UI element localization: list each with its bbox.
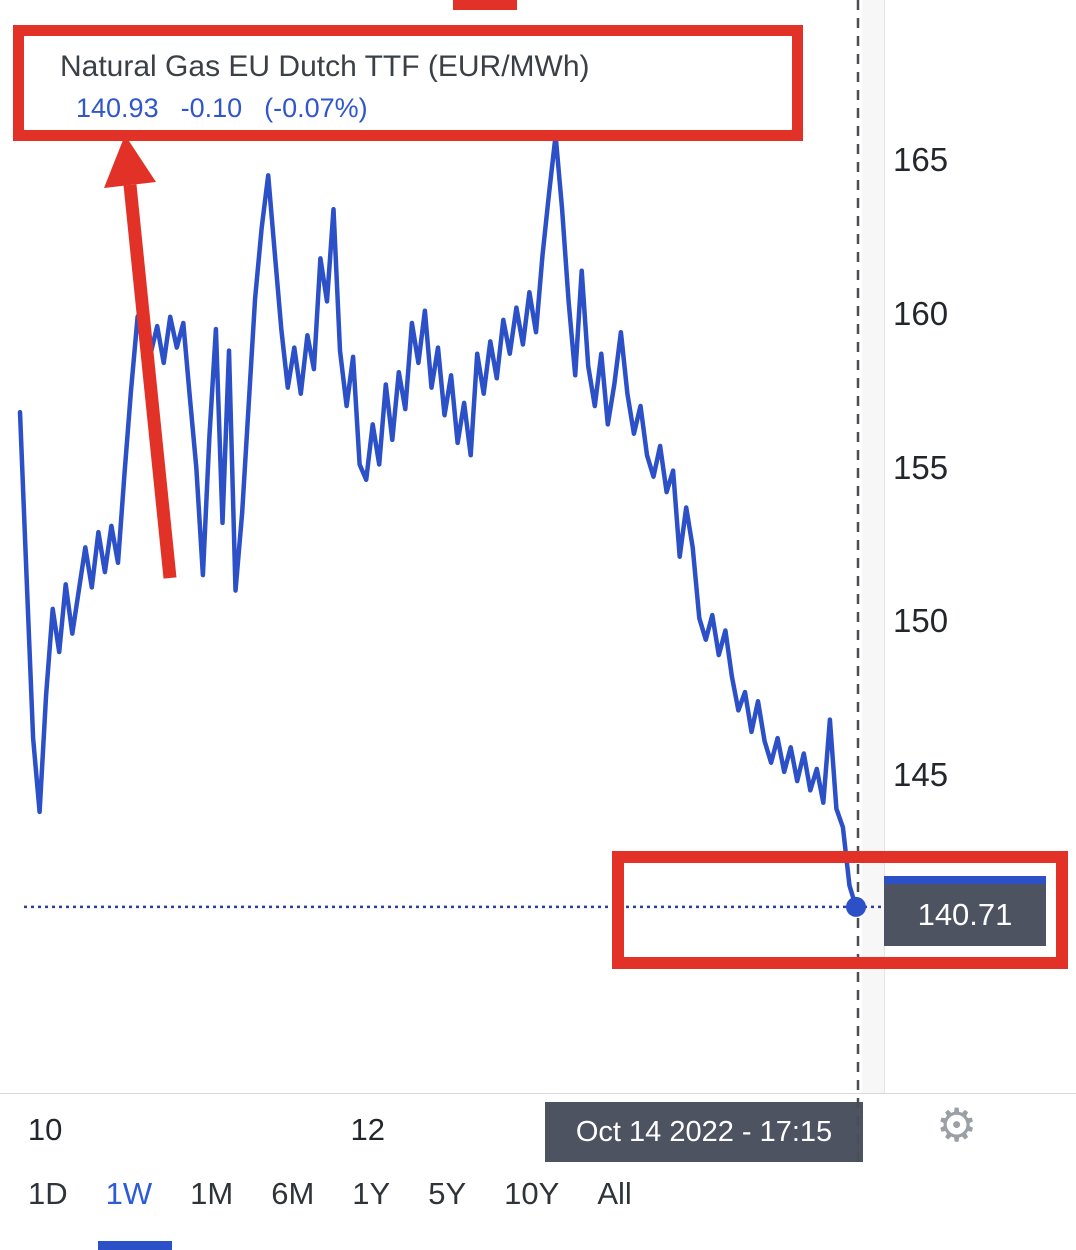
annotation-fragment-top xyxy=(453,0,517,10)
range-button-1m[interactable]: 1M xyxy=(190,1176,234,1211)
y-axis-label-165: 165 xyxy=(893,141,949,178)
last-price: 140.93 xyxy=(76,93,159,123)
price-change-pct: (-0.07%) xyxy=(264,93,368,123)
crosshair-time-label: Oct 14 2022 - 17:15 xyxy=(575,1115,833,1148)
y-axis-label-150: 150 xyxy=(893,602,949,640)
price-change: -0.10 xyxy=(180,93,243,123)
x-axis-separator xyxy=(0,1093,1076,1094)
current-price-tag: 140.71 xyxy=(884,876,1046,946)
annotation-box-price xyxy=(612,851,1068,969)
range-button-10y[interactable]: 10Y xyxy=(504,1176,560,1211)
range-button-5y[interactable]: 5Y xyxy=(428,1176,467,1211)
annotation-box-title: Natural Gas EU Dutch TTF (EUR/MWh) 140.9… xyxy=(13,25,803,141)
gear-icon[interactable]: ⚙ xyxy=(936,1099,978,1151)
range-selector: 1D 1W 1M 6M 1Y 5Y 10Y All xyxy=(28,1176,632,1212)
price-tag-accent-bar xyxy=(884,876,1046,884)
price-line xyxy=(17,133,859,910)
range-button-1d[interactable]: 1D xyxy=(28,1176,68,1211)
crosshair-time-tooltip: Oct 14 2022 - 17:15 xyxy=(545,1102,863,1162)
x-axis-label-10: 10 xyxy=(27,1112,63,1147)
partial-bottom-element xyxy=(98,1241,172,1250)
x-axis-label-12: 12 xyxy=(350,1112,385,1147)
y-axis-separator xyxy=(884,0,885,1093)
y-axis-label-155: 155 xyxy=(893,448,949,486)
range-button-1y[interactable]: 1Y xyxy=(352,1176,391,1211)
range-button-6m[interactable]: 6M xyxy=(271,1176,315,1211)
current-price-value: 140.71 xyxy=(917,897,1013,932)
instrument-quote: 140.93 -0.10 (-0.07%) xyxy=(76,93,792,124)
range-button-all[interactable]: All xyxy=(597,1176,632,1211)
range-button-1w[interactable]: 1W xyxy=(105,1176,153,1211)
y-axis-label-145: 145 xyxy=(893,756,949,793)
y-axis-label-160: 160 xyxy=(893,294,949,332)
instrument-title: Natural Gas EU Dutch TTF (EUR/MWh) xyxy=(60,50,590,83)
